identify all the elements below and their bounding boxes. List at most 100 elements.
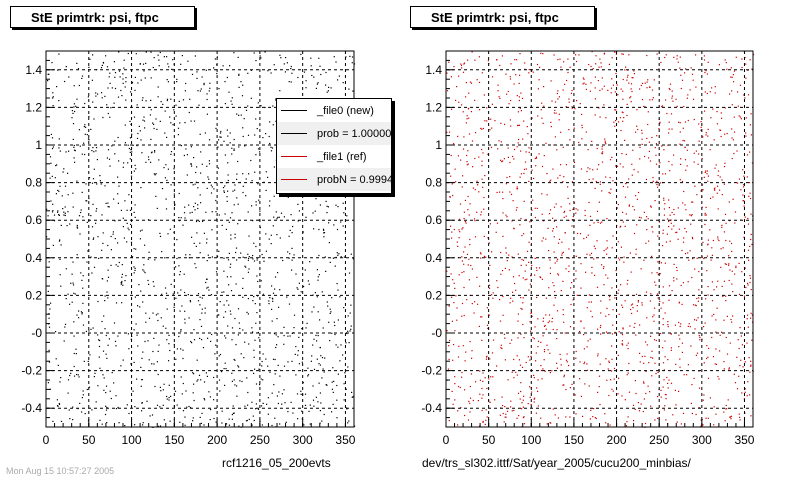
data-point — [457, 410, 459, 412]
data-point — [278, 216, 280, 218]
data-point — [629, 97, 631, 99]
data-point — [231, 372, 233, 374]
data-point — [109, 165, 111, 167]
data-point — [653, 339, 656, 341]
data-point — [596, 286, 599, 288]
data-point — [133, 248, 135, 250]
data-point — [308, 283, 310, 285]
data-point — [552, 168, 554, 170]
data-point — [144, 77, 146, 79]
data-point — [641, 132, 643, 134]
data-point — [462, 71, 465, 73]
data-point — [313, 368, 316, 370]
data-point — [127, 144, 129, 146]
data-point — [506, 410, 509, 412]
data-point — [495, 231, 497, 233]
data-point — [530, 404, 532, 406]
data-point — [543, 105, 545, 107]
data-point — [199, 133, 201, 135]
data-point — [217, 314, 219, 316]
data-point — [274, 276, 277, 278]
data-point — [711, 336, 713, 339]
data-point — [575, 60, 578, 63]
data-point — [127, 52, 129, 55]
data-point — [483, 235, 485, 237]
data-point — [259, 151, 261, 153]
data-point — [487, 327, 489, 329]
data-point — [277, 216, 279, 218]
data-point — [76, 373, 78, 376]
data-point — [177, 292, 179, 294]
data-point — [139, 130, 141, 132]
data-point — [226, 276, 228, 278]
data-point — [611, 345, 613, 347]
data-point — [657, 235, 659, 237]
data-point — [277, 364, 279, 366]
data-point — [58, 214, 60, 216]
data-point — [448, 61, 450, 63]
data-point — [530, 355, 532, 357]
data-point — [179, 310, 181, 312]
data-point — [684, 204, 686, 206]
data-point — [130, 363, 132, 365]
data-point — [749, 245, 751, 247]
data-point — [280, 57, 282, 59]
data-point — [215, 199, 217, 202]
data-point — [102, 116, 104, 119]
data-point — [277, 402, 279, 405]
data-point — [192, 420, 194, 422]
data-point — [482, 420, 484, 422]
data-point — [617, 203, 619, 206]
data-point — [632, 149, 634, 151]
data-point — [535, 157, 538, 159]
data-point — [517, 124, 519, 127]
data-point — [77, 374, 79, 376]
data-point — [728, 264, 730, 266]
data-point — [520, 382, 522, 384]
data-point — [605, 315, 607, 317]
data-point — [485, 358, 487, 360]
data-point — [178, 192, 180, 195]
x-tick-label: 250 — [649, 433, 669, 447]
data-point — [606, 253, 608, 255]
data-point — [483, 196, 485, 199]
data-point — [50, 162, 52, 164]
data-point — [97, 93, 99, 95]
data-point — [691, 276, 693, 279]
data-point — [70, 372, 72, 374]
data-point — [462, 175, 464, 177]
data-point — [119, 76, 121, 78]
data-point — [671, 164, 673, 166]
y-tick-label: 0.6 — [25, 213, 42, 227]
data-point — [705, 298, 707, 300]
data-point — [448, 305, 450, 307]
x-tick-label: 200 — [207, 433, 227, 447]
data-point — [618, 313, 620, 315]
data-point — [326, 91, 328, 93]
data-point — [656, 272, 658, 274]
data-point — [347, 422, 349, 424]
data-point — [453, 143, 455, 145]
data-point — [166, 339, 168, 341]
data-point — [685, 68, 687, 70]
data-point — [191, 165, 193, 167]
data-point — [478, 81, 481, 83]
data-point — [229, 142, 231, 144]
data-point — [346, 215, 348, 217]
data-point — [326, 212, 328, 214]
data-point — [612, 180, 614, 182]
data-point — [655, 284, 657, 286]
data-point — [625, 183, 627, 185]
data-point — [343, 256, 345, 258]
data-point — [543, 359, 545, 361]
data-point — [520, 264, 522, 266]
data-point — [223, 304, 225, 306]
data-point — [102, 350, 105, 352]
data-point — [557, 274, 560, 276]
data-point — [679, 67, 681, 69]
data-point — [662, 302, 664, 304]
data-point — [237, 308, 240, 310]
data-point — [107, 297, 109, 299]
data-point — [254, 134, 256, 136]
